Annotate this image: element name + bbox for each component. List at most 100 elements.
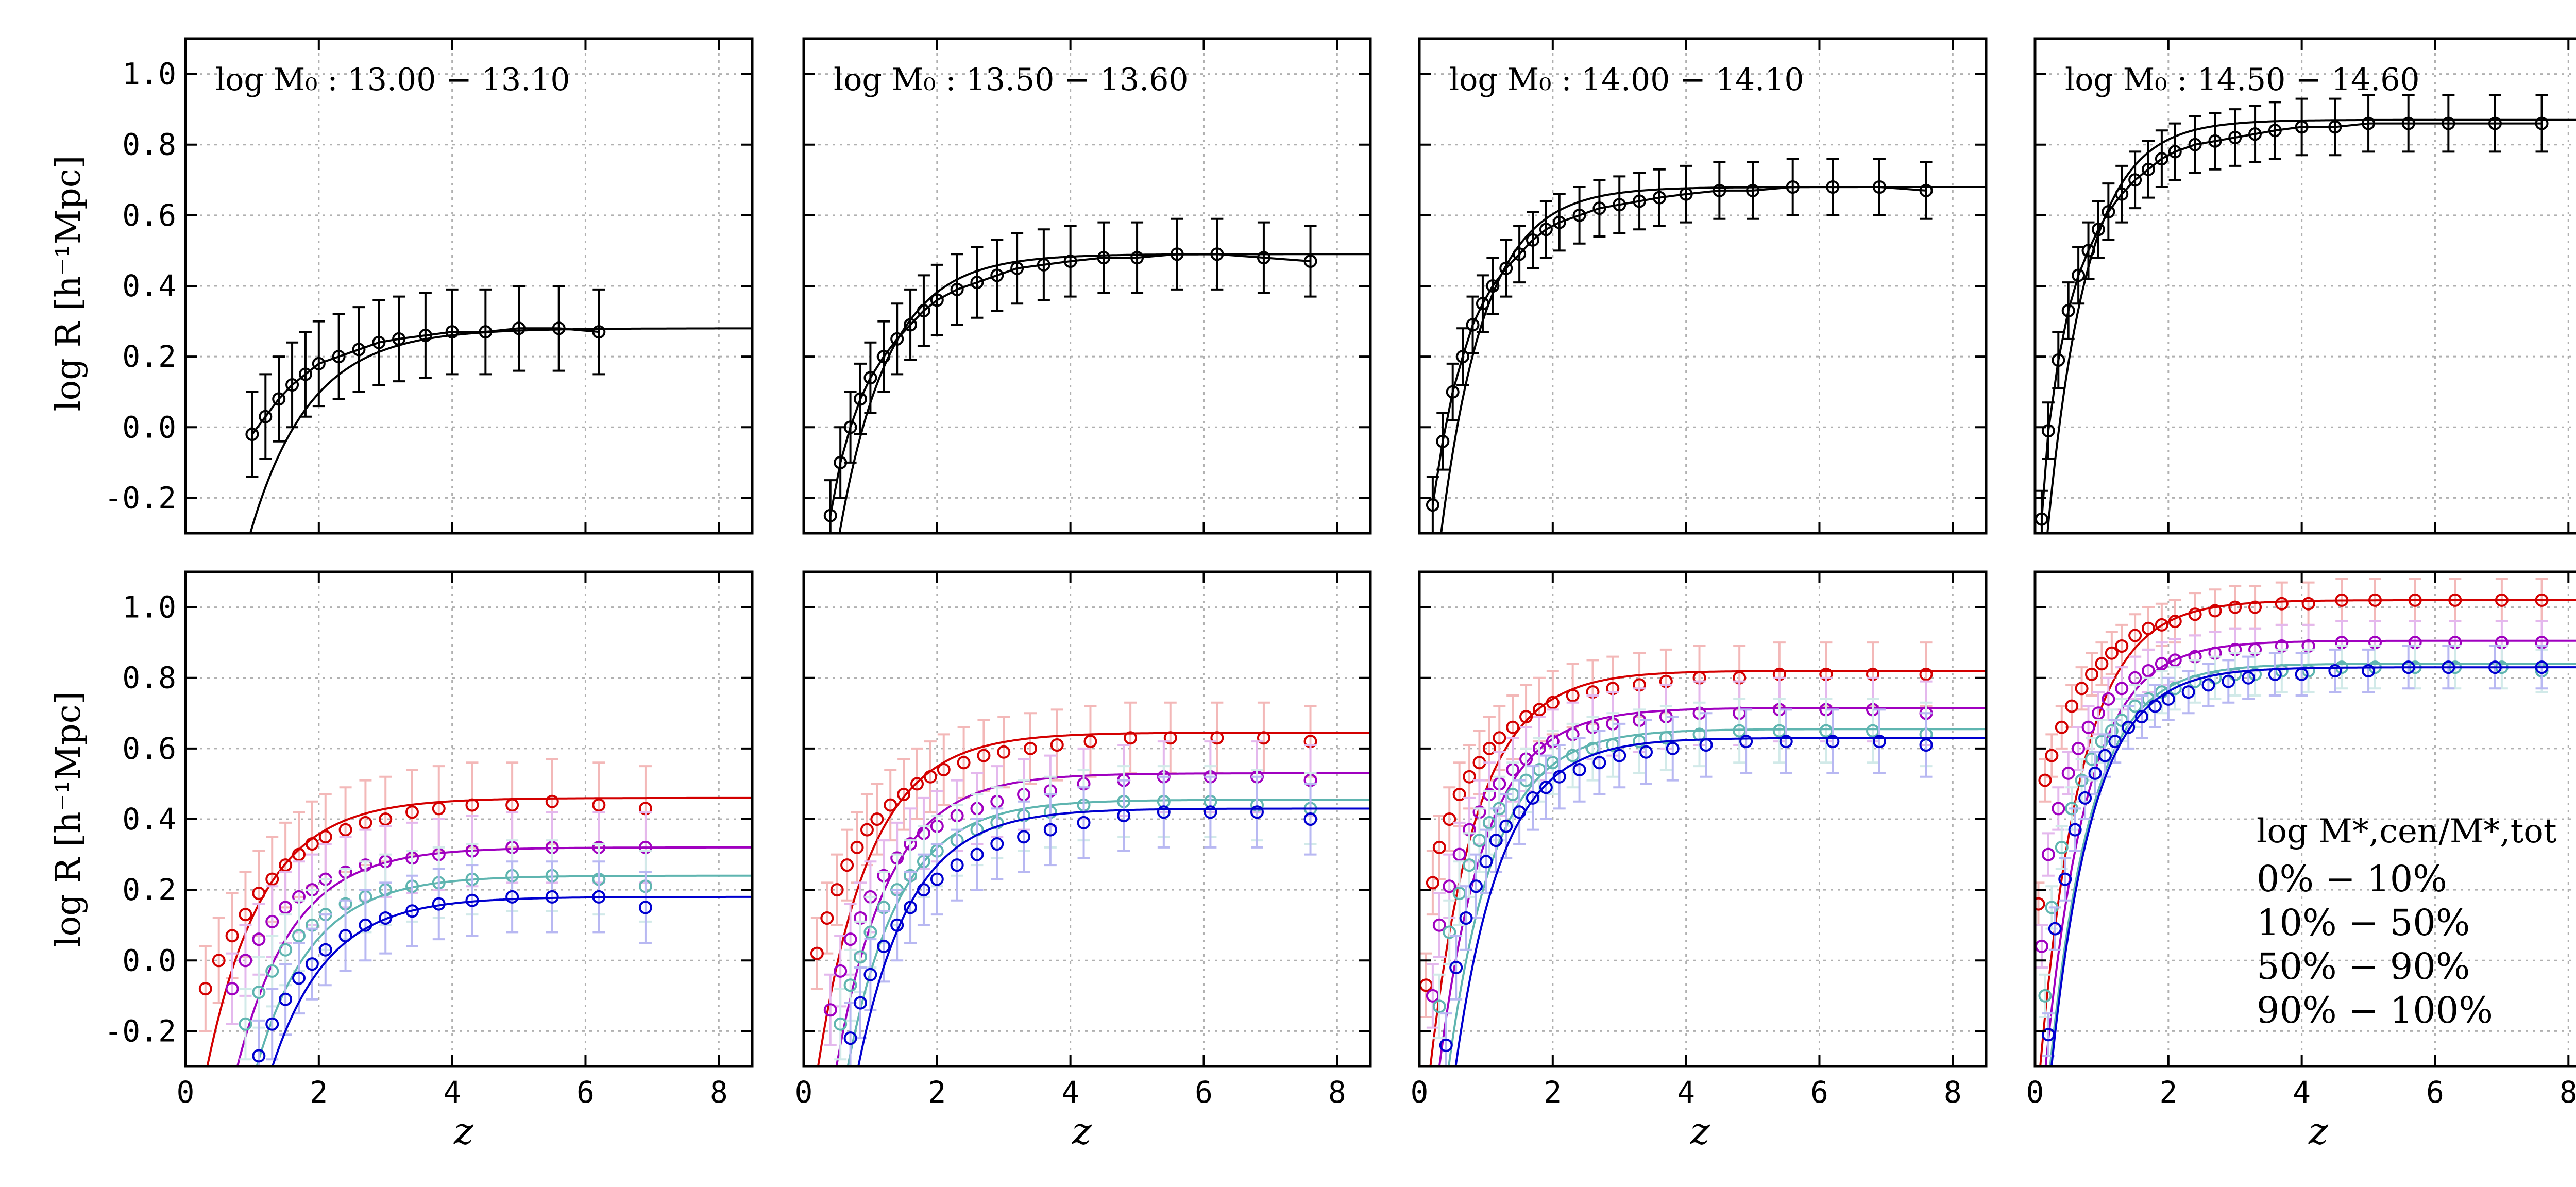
x-tick-label: 2 xyxy=(928,1075,946,1110)
data-point xyxy=(1526,791,1539,805)
x-tick-label: 0 xyxy=(795,1075,813,1110)
legend-entry-2: 50% − 90% xyxy=(2257,945,2470,988)
data-point xyxy=(863,925,877,939)
data-point xyxy=(843,420,857,434)
data-point xyxy=(1439,1038,1453,1052)
data-point xyxy=(1919,183,1933,197)
data-point xyxy=(1170,247,1184,261)
y-tick-label: 0.8 xyxy=(122,660,176,696)
data-point xyxy=(2208,134,2222,148)
legend-entry-3: 90% − 100% xyxy=(2257,989,2493,1031)
data-point xyxy=(1539,223,1553,236)
data-point xyxy=(2061,304,2075,317)
data-point xyxy=(2102,692,2115,706)
data-point xyxy=(1456,350,1470,364)
data-point xyxy=(2098,749,2112,762)
panel-bottom-2: 0 2 4 6 8 xyxy=(795,570,1372,1110)
x-axis-label-3: z xyxy=(1690,1109,1710,1152)
data-point xyxy=(1552,215,1566,229)
data-point xyxy=(1257,251,1270,265)
data-point xyxy=(2091,706,2105,720)
data-point xyxy=(2102,205,2115,218)
data-point xyxy=(930,872,944,886)
data-point xyxy=(2155,657,2168,671)
data-point xyxy=(1592,756,1606,770)
data-point xyxy=(2108,735,2122,749)
data-point xyxy=(897,788,911,801)
panel-bottom-4: 0 2 4 6 8 xyxy=(2026,570,2576,1110)
data-point xyxy=(432,897,446,911)
data-point xyxy=(279,858,293,872)
panel-bottom-3: 0 2 4 6 8 xyxy=(1411,570,1988,1110)
data-point xyxy=(1043,823,1057,837)
panel-title: log M₀ : 13.00 − 13.10 xyxy=(215,62,570,98)
x-tick-label: 6 xyxy=(1195,1075,1213,1110)
data-point xyxy=(1432,918,1446,932)
data-point xyxy=(877,350,891,364)
data-point xyxy=(1157,805,1171,819)
data-point xyxy=(1426,876,1439,890)
data-point xyxy=(1493,731,1506,745)
data-point xyxy=(1486,279,1500,293)
data-point xyxy=(1303,255,1317,268)
fit-curve xyxy=(1438,707,1986,1066)
y-tick-label: 0.4 xyxy=(122,802,176,837)
data-point xyxy=(2081,720,2095,734)
data-point xyxy=(2128,629,2142,642)
data-point xyxy=(2081,244,2095,258)
data-point xyxy=(1024,741,1037,755)
data-point xyxy=(359,816,372,829)
data-point xyxy=(292,929,306,943)
data-point xyxy=(2055,840,2069,854)
data-point xyxy=(917,883,930,897)
fit-curve xyxy=(2046,118,2576,533)
data-point xyxy=(2201,678,2215,692)
x-tick-label: 4 xyxy=(2293,1075,2311,1110)
panel-top-1: -0.2 0.0 0.2 0.4 0.6 0.8 1.0 log M₀ : 13.00 − 1… xyxy=(104,37,754,535)
data-point xyxy=(2072,741,2086,755)
data-point xyxy=(1489,834,1503,847)
data-point xyxy=(2072,268,2086,282)
y-tick-label: 0.6 xyxy=(122,731,176,766)
data-point xyxy=(2222,674,2235,688)
y-tick-label: 0.0 xyxy=(122,943,176,978)
data-point xyxy=(863,968,877,981)
data-point xyxy=(854,950,867,964)
data-point xyxy=(937,763,951,776)
data-point xyxy=(1463,770,1477,784)
data-point xyxy=(2038,773,2052,787)
data-point xyxy=(379,812,393,826)
x-axis-label-4: z xyxy=(2308,1109,2329,1152)
data-point xyxy=(2078,791,2092,805)
data-point xyxy=(2115,639,2129,653)
data-point xyxy=(2048,922,2062,936)
data-point xyxy=(292,847,306,861)
data-point xyxy=(379,911,393,925)
data-point xyxy=(2155,618,2168,632)
data-point xyxy=(545,890,559,904)
data-point xyxy=(2148,699,2162,713)
data-point xyxy=(1552,770,1566,784)
y-tick-label: 0.2 xyxy=(122,872,176,907)
data-point xyxy=(1513,247,1527,261)
data-point xyxy=(2168,145,2182,159)
data-point xyxy=(2248,127,2262,141)
data-point xyxy=(405,805,419,819)
data-point xyxy=(2061,766,2075,780)
fit-curve xyxy=(2049,663,2576,1066)
data-point xyxy=(1739,735,1753,749)
data-line xyxy=(2040,122,2542,519)
data-point xyxy=(1519,710,1533,724)
x-tick-label: 4 xyxy=(1677,1075,1695,1110)
data-point xyxy=(279,943,293,957)
data-point xyxy=(1466,318,1480,332)
data-point xyxy=(2368,593,2382,607)
data-point xyxy=(2155,152,2168,166)
data-point xyxy=(198,982,212,996)
data-point xyxy=(1476,297,1489,311)
data-point xyxy=(1436,434,1450,448)
x-tick-label: 8 xyxy=(710,1075,728,1110)
data-point xyxy=(2085,667,2098,681)
y-tick-label: 0.2 xyxy=(122,339,176,374)
y-axis-label-bottom: log R [h⁻¹Mpc] xyxy=(48,691,88,947)
